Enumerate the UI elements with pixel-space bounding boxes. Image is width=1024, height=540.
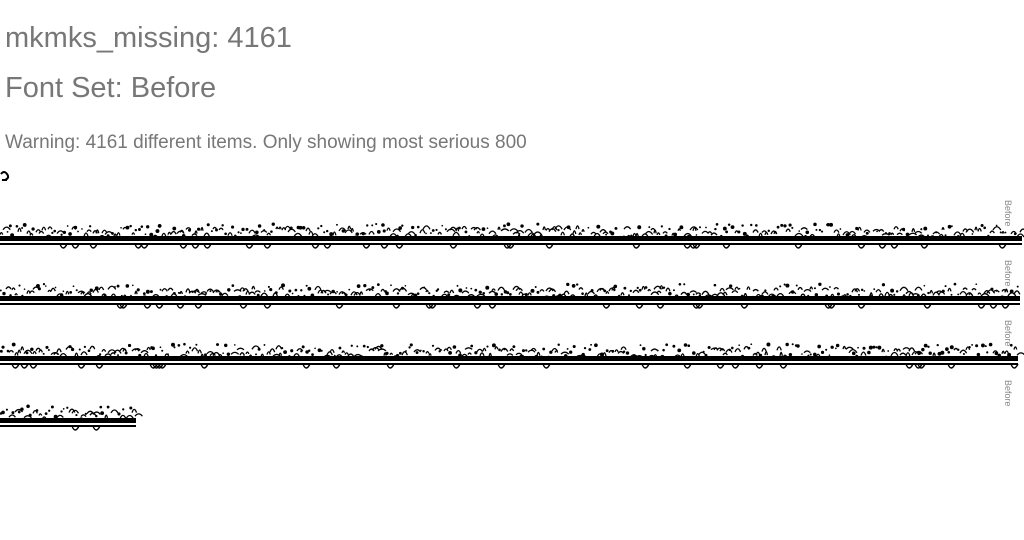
font-set-heading: Font Set: Before — [5, 72, 217, 104]
warning-message: Warning: 4161 different items. Only show… — [5, 132, 527, 153]
glyph-row-4 — [0, 404, 143, 431]
report-title: mkmks_missing: 4161 — [5, 22, 292, 54]
row-label-before: Before — [1003, 320, 1013, 347]
row-label-before: Before — [1003, 260, 1013, 287]
row-label-before: Before — [1003, 200, 1013, 227]
glyph-row-1 — [0, 222, 1024, 249]
stray-glyph — [0, 171, 10, 181]
glyph-row-3 — [0, 342, 1024, 369]
row-label-before: Before — [1003, 380, 1013, 407]
glyph-row-2 — [0, 282, 1021, 309]
